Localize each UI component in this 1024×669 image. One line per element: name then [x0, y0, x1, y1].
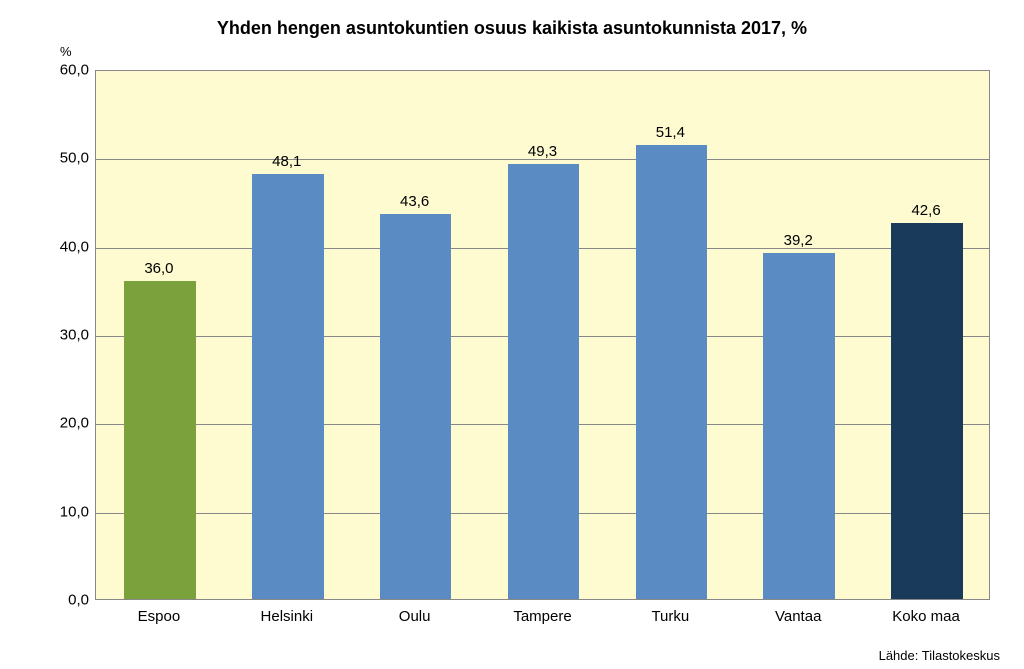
x-tick-label: Turku — [651, 608, 689, 625]
bar-turku — [636, 145, 708, 599]
bar-oulu — [380, 214, 452, 599]
bar-value-label: 48,1 — [272, 153, 301, 170]
y-axis-unit: % — [60, 44, 72, 59]
y-tick-label: 0,0 — [39, 592, 89, 609]
bar-tampere — [508, 164, 580, 599]
source-label: Lähde: Tilastokeskus — [879, 648, 1000, 663]
x-tick-label: Koko maa — [892, 608, 960, 625]
y-tick-label: 60,0 — [39, 62, 89, 79]
y-tick-label: 40,0 — [39, 238, 89, 255]
x-tick-label: Vantaa — [775, 608, 821, 625]
x-tick-label: Espoo — [138, 608, 181, 625]
y-tick-label: 30,0 — [39, 327, 89, 344]
x-tick-label: Tampere — [513, 608, 571, 625]
x-tick-label: Helsinki — [261, 608, 314, 625]
bar-value-label: 51,4 — [656, 124, 685, 141]
y-tick-label: 50,0 — [39, 150, 89, 167]
bar-value-label: 49,3 — [528, 143, 557, 160]
bar-vantaa — [763, 253, 835, 599]
chart-title: Yhden hengen asuntokuntien osuus kaikist… — [0, 18, 1024, 39]
y-tick-label: 20,0 — [39, 415, 89, 432]
chart-container: Yhden hengen asuntokuntien osuus kaikist… — [0, 0, 1024, 669]
bar-helsinki — [252, 174, 324, 599]
bar-value-label: 42,6 — [911, 202, 940, 219]
bar-espoo — [124, 281, 196, 599]
bar-value-label: 43,6 — [400, 193, 429, 210]
y-tick-label: 10,0 — [39, 503, 89, 520]
bar-value-label: 39,2 — [784, 232, 813, 249]
bar-value-label: 36,0 — [144, 260, 173, 277]
bar-koko-maa — [891, 223, 963, 599]
x-tick-label: Oulu — [399, 608, 431, 625]
